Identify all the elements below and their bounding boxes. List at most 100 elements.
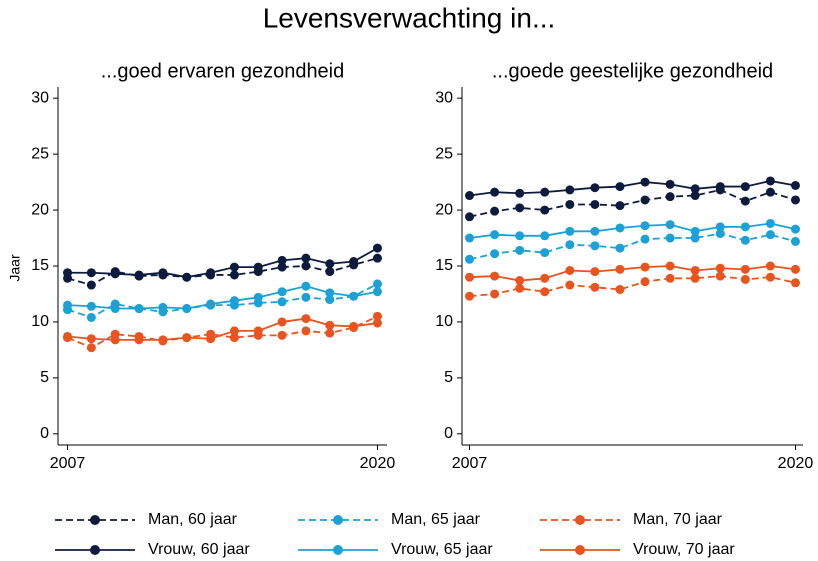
y-tick-label: 15 [31, 257, 49, 274]
legend-label: Man, 70 jaar [633, 511, 723, 528]
panel-title: ...goede geestelijke gezondheid [492, 60, 773, 82]
data-point [665, 192, 675, 202]
data-point [158, 302, 168, 312]
data-point [790, 264, 800, 274]
data-point [740, 182, 750, 192]
y-tick-label: 30 [435, 89, 453, 106]
data-point [515, 231, 525, 241]
data-point [690, 265, 700, 275]
data-point [715, 263, 725, 273]
data-point [515, 203, 525, 213]
data-point [765, 176, 775, 186]
data-point [490, 271, 500, 281]
data-point [515, 276, 525, 286]
data-point [182, 304, 192, 314]
data-point [490, 206, 500, 216]
y-tick-label: 5 [444, 369, 453, 386]
data-point [206, 268, 216, 278]
data-point [325, 267, 335, 277]
legend-label: Vrouw, 60 jaar [148, 541, 250, 558]
data-point [490, 249, 500, 259]
data-point [206, 334, 216, 344]
data-point [134, 270, 144, 280]
data-point [253, 292, 263, 302]
data-point [565, 280, 575, 290]
data-point [765, 230, 775, 240]
data-point [565, 240, 575, 250]
data-point [277, 317, 287, 327]
data-point [277, 262, 287, 272]
data-point [229, 333, 239, 343]
data-point [301, 261, 311, 271]
data-point [715, 222, 725, 232]
data-point [253, 326, 263, 336]
data-point [229, 326, 239, 336]
data-point [615, 264, 625, 274]
y-tick-label: 20 [435, 201, 453, 218]
legend-label: Vrouw, 70 jaar [633, 541, 735, 558]
data-point [229, 270, 239, 280]
data-point [301, 253, 311, 263]
data-point [134, 335, 144, 345]
legend-marker [90, 515, 100, 525]
data-point [372, 253, 382, 263]
data-point [790, 195, 800, 205]
data-point [465, 272, 475, 282]
data-point [640, 221, 650, 231]
data-point [790, 180, 800, 190]
y-tick-label: 15 [435, 257, 453, 274]
data-point [63, 300, 73, 310]
data-point [540, 231, 550, 241]
data-point [490, 230, 500, 240]
legend-marker [333, 545, 343, 555]
data-point [325, 259, 335, 269]
data-point [640, 262, 650, 272]
data-point [615, 182, 625, 192]
x-tick-label: 2020 [778, 455, 814, 472]
data-point [182, 272, 192, 282]
data-point [134, 304, 144, 314]
legend-label: Man, 65 jaar [391, 511, 481, 528]
data-point [372, 279, 382, 289]
data-point [540, 273, 550, 283]
data-point [790, 278, 800, 288]
data-point [665, 233, 675, 243]
data-point [540, 287, 550, 297]
legend-label: Vrouw, 65 jaar [391, 541, 493, 558]
data-point [86, 280, 96, 290]
data-point [63, 331, 73, 341]
data-point [110, 269, 120, 279]
data-point [665, 273, 675, 283]
data-point [372, 318, 382, 328]
y-tick-label: 25 [435, 145, 453, 162]
data-point [158, 268, 168, 278]
data-point [590, 241, 600, 251]
data-point [182, 333, 192, 343]
y-axis-label: Jaar [7, 254, 23, 282]
data-point [490, 187, 500, 197]
data-point [465, 291, 475, 301]
data-point [715, 229, 725, 239]
data-point [665, 261, 675, 271]
data-point [301, 314, 311, 324]
data-point [740, 235, 750, 245]
data-point [690, 184, 700, 194]
data-point [540, 205, 550, 215]
data-point [565, 199, 575, 209]
data-point [301, 292, 311, 302]
y-tick-label: 10 [31, 313, 49, 330]
y-tick-label: 25 [31, 145, 49, 162]
data-point [540, 187, 550, 197]
data-point [86, 312, 96, 322]
x-tick-label: 2007 [452, 455, 488, 472]
data-point [615, 201, 625, 211]
data-point [715, 271, 725, 281]
data-point [640, 277, 650, 287]
data-point [515, 283, 525, 293]
data-point [86, 301, 96, 311]
data-point [110, 335, 120, 345]
data-point [540, 248, 550, 258]
data-point [590, 282, 600, 292]
data-point [740, 196, 750, 206]
